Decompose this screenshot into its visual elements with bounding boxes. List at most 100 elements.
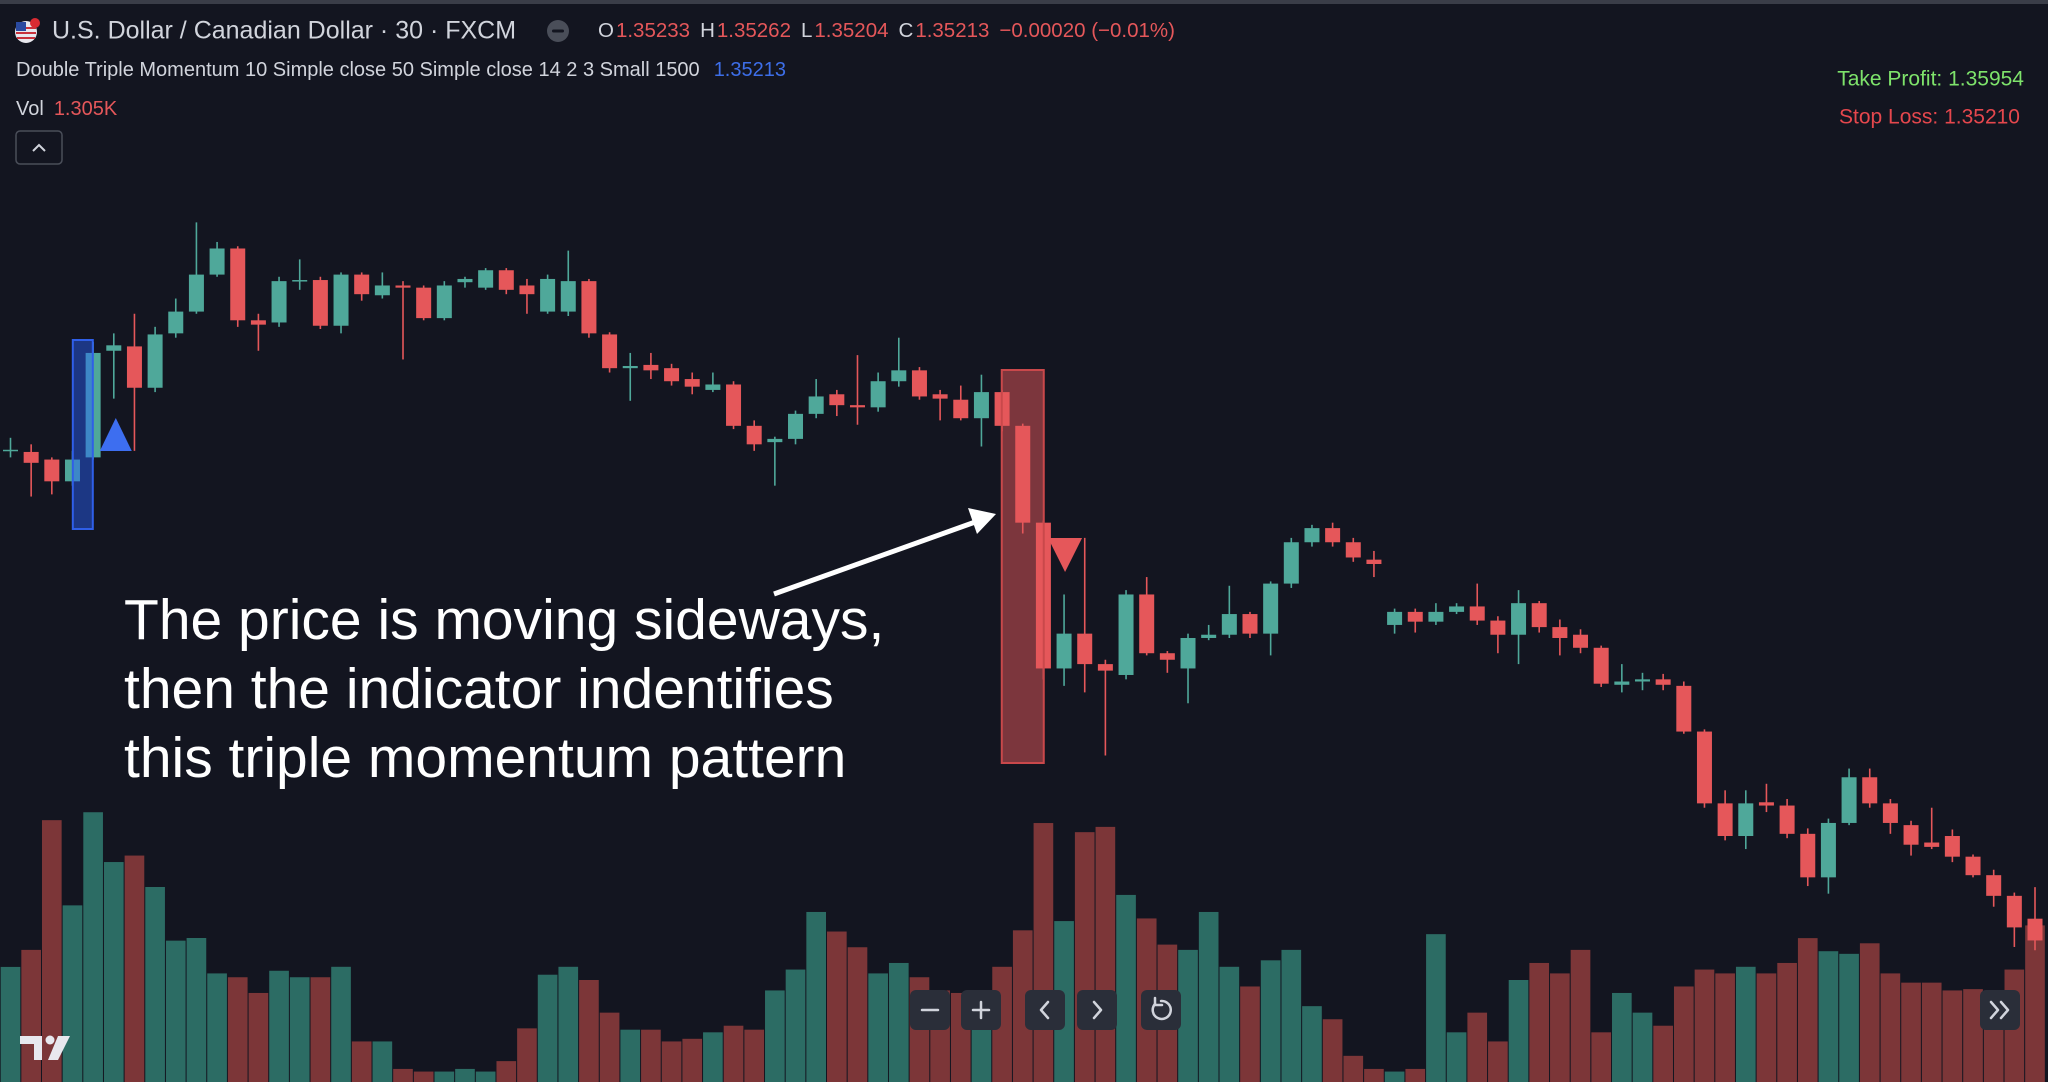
candle-body — [1552, 627, 1568, 638]
volume-bar — [661, 1041, 682, 1082]
candle-body — [1593, 647, 1609, 684]
candle-body — [1428, 611, 1444, 622]
volume-bar — [1839, 953, 1859, 1082]
volume-bar — [1859, 943, 1880, 1082]
volume-bar — [826, 931, 847, 1082]
volume-bar — [1942, 990, 1963, 1082]
candle-body — [1118, 594, 1134, 675]
collapse-button[interactable] — [15, 130, 63, 165]
volume-bar — [1735, 966, 1756, 1082]
candle-body — [374, 285, 390, 296]
symbol-title: U.S. Dollar / Canadian Dollar · 30 · FXC… — [52, 17, 516, 45]
candle-body — [1862, 777, 1878, 804]
candle-body — [808, 396, 824, 414]
volume-bar — [413, 1071, 434, 1082]
volume-bar — [1694, 969, 1715, 1082]
volume-bar — [1715, 973, 1735, 1082]
indicator-value: 1.35213 — [714, 59, 786, 81]
candle-body — [953, 399, 969, 419]
candle-body — [1655, 679, 1671, 685]
candle-body — [684, 379, 700, 387]
volume-bar — [124, 855, 145, 1082]
candle-body — [849, 405, 865, 408]
candle-body — [1242, 614, 1258, 634]
volume-bar — [868, 973, 888, 1082]
candle-body — [436, 285, 452, 319]
volume-bar — [269, 970, 289, 1082]
candle-body — [416, 287, 432, 319]
candle-body — [1139, 594, 1155, 654]
volume-bar — [703, 1032, 723, 1082]
ohlc-key: O — [598, 19, 614, 42]
scroll-left-button[interactable] — [1025, 990, 1065, 1030]
candle-body — [1366, 559, 1382, 565]
candle-body — [973, 392, 989, 419]
reset-button[interactable] — [1141, 990, 1181, 1030]
volume-bar — [1797, 938, 1818, 1082]
candle-body — [829, 394, 845, 406]
zoom-out-button[interactable] — [910, 990, 950, 1030]
volume-bar — [599, 1012, 620, 1082]
scroll-to-end-button[interactable] — [1980, 990, 2020, 1030]
candle-body — [519, 285, 535, 295]
volume-bar — [207, 973, 227, 1082]
volume-bar — [475, 1071, 496, 1082]
candle-body — [1696, 731, 1712, 804]
candle-body — [168, 311, 184, 334]
volume-bar — [1488, 1041, 1508, 1082]
scroll-right-button[interactable] — [1077, 990, 1117, 1030]
volume-bar — [1074, 832, 1095, 1082]
ohlc-key: C — [899, 19, 914, 42]
candle-body — [250, 320, 266, 325]
volume-bar — [1322, 1019, 1343, 1082]
candle-body — [292, 280, 308, 282]
volume-bar — [723, 1025, 744, 1082]
sell-signal-box — [1000, 369, 1045, 764]
indicator-legend: Double Triple Momentum 10 Simple close 5… — [16, 59, 786, 81]
buy-signal-arrow — [99, 418, 132, 451]
candle-body — [1965, 856, 1981, 876]
annotation-line: this triple momentum pattern — [124, 726, 846, 790]
candle-body — [1738, 803, 1754, 837]
ohlc-key: H — [700, 19, 715, 42]
hide-button[interactable] — [547, 20, 569, 42]
candle-body — [1882, 803, 1898, 823]
candle-body — [1986, 875, 2002, 896]
volume-bar — [806, 911, 826, 1082]
annotation-arrow — [773, 508, 996, 597]
candle-body — [209, 248, 225, 275]
volume-key: Vol — [16, 98, 44, 120]
candle-body — [788, 413, 804, 439]
candle-body — [891, 370, 907, 382]
volume-bar — [620, 1029, 641, 1082]
annotation-line: then the indicator indentifies — [124, 657, 834, 721]
volume-bar — [579, 980, 599, 1082]
volume-bar — [641, 1029, 661, 1082]
candle-body — [602, 334, 618, 369]
candle-body — [643, 364, 659, 371]
volume-bar — [145, 887, 165, 1082]
volume-bar — [351, 1041, 372, 1082]
volume-bar — [1219, 966, 1240, 1082]
indicator-name: Double Triple Momentum 10 Simple close 5… — [16, 59, 700, 81]
volume-bar — [847, 947, 868, 1082]
candle-body — [312, 280, 328, 326]
annotation-line: The price is moving sideways, — [124, 588, 884, 652]
annotation: The price is moving sideways,then the in… — [124, 588, 884, 790]
tradingview-logo — [20, 1035, 70, 1060]
volume-bar — [186, 938, 207, 1082]
candle-body — [1573, 634, 1589, 648]
candle-body — [23, 451, 39, 463]
volume-bar — [83, 812, 103, 1082]
zoom-in-button[interactable] — [961, 990, 1001, 1030]
candle-body — [1077, 633, 1093, 665]
candle-body — [478, 270, 494, 288]
volume-bar — [1446, 1032, 1467, 1082]
ohlc-value: 1.35204 — [814, 19, 888, 42]
candle-body — [126, 346, 142, 388]
volume-bar — [227, 977, 248, 1082]
candle-body — [1097, 664, 1113, 671]
candle-body — [3, 449, 18, 452]
